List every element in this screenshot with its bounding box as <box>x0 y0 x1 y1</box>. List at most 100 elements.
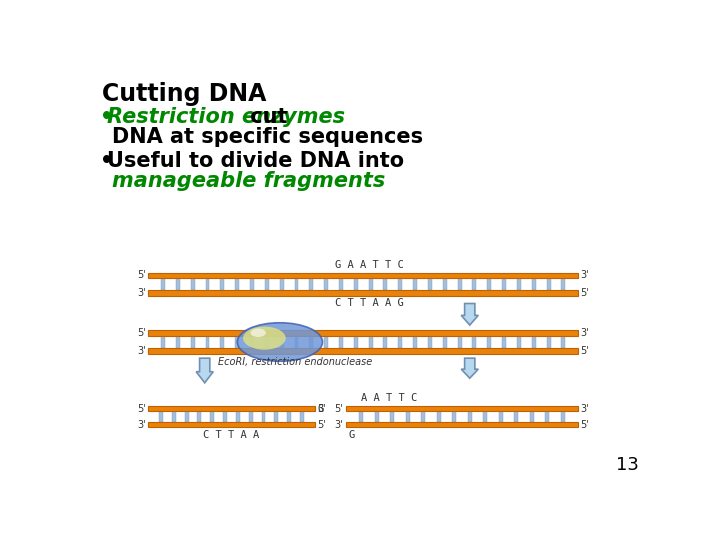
Bar <box>148 348 578 354</box>
Bar <box>148 422 315 428</box>
Polygon shape <box>462 303 478 325</box>
Bar <box>546 278 551 291</box>
Bar <box>346 406 578 411</box>
Bar <box>472 336 477 348</box>
Bar <box>220 336 224 348</box>
Bar <box>499 411 503 422</box>
Bar <box>359 411 363 422</box>
Text: 13: 13 <box>616 456 639 475</box>
Bar <box>294 278 298 291</box>
Bar <box>452 411 456 422</box>
Text: A A T T C: A A T T C <box>361 393 418 403</box>
Text: 5': 5' <box>137 271 145 280</box>
Bar <box>339 336 343 348</box>
Bar <box>236 411 240 422</box>
Bar <box>428 336 432 348</box>
Bar <box>562 278 565 291</box>
Text: 3': 3' <box>335 420 343 430</box>
Bar <box>148 291 578 296</box>
Bar <box>428 278 432 291</box>
Bar <box>369 278 372 291</box>
Bar <box>443 278 446 291</box>
Bar <box>421 411 426 422</box>
Bar <box>148 406 315 411</box>
Bar <box>369 336 372 348</box>
Text: 3': 3' <box>580 403 589 414</box>
Bar <box>546 336 551 348</box>
Bar <box>437 411 441 422</box>
Bar <box>172 411 176 422</box>
Bar <box>487 278 491 291</box>
Bar <box>210 411 214 422</box>
Text: •: • <box>100 107 114 127</box>
Bar <box>161 278 165 291</box>
Bar <box>517 278 521 291</box>
Bar <box>176 336 180 348</box>
Ellipse shape <box>238 323 323 361</box>
Bar <box>384 278 387 291</box>
Bar <box>248 411 253 422</box>
Bar <box>191 278 194 291</box>
Bar <box>220 278 224 291</box>
Text: Cutting DNA: Cutting DNA <box>102 82 266 106</box>
Polygon shape <box>196 358 213 383</box>
Text: 5': 5' <box>137 328 145 338</box>
Bar <box>148 330 578 336</box>
Bar <box>354 278 358 291</box>
Text: DNA at specific sequences: DNA at specific sequences <box>112 127 423 147</box>
Text: cut: cut <box>243 107 288 127</box>
Bar <box>184 411 189 422</box>
Bar <box>176 278 180 291</box>
Bar <box>161 336 165 348</box>
Bar <box>532 336 536 348</box>
Text: 5': 5' <box>580 288 590 298</box>
Bar <box>413 278 417 291</box>
Bar <box>398 278 402 291</box>
Bar <box>148 273 578 278</box>
Text: G: G <box>349 430 355 440</box>
Text: Restriction enzymes: Restriction enzymes <box>107 107 345 127</box>
Bar <box>205 278 210 291</box>
Text: 3': 3' <box>317 403 325 414</box>
Bar <box>279 336 284 348</box>
Text: Useful to divide DNA into: Useful to divide DNA into <box>107 151 404 171</box>
Bar <box>483 411 487 422</box>
Bar <box>261 411 266 422</box>
Text: manageable fragments: manageable fragments <box>112 171 385 191</box>
Text: 3': 3' <box>138 288 145 298</box>
Bar <box>287 411 291 422</box>
Bar <box>443 336 446 348</box>
Bar <box>502 336 506 348</box>
Bar <box>514 411 518 422</box>
Text: G A A T T C: G A A T T C <box>335 260 403 269</box>
Bar <box>339 278 343 291</box>
Text: 3': 3' <box>580 328 589 338</box>
Text: C T T A A G: C T T A A G <box>335 298 403 308</box>
Bar <box>530 411 534 422</box>
Ellipse shape <box>243 327 286 350</box>
Text: 5': 5' <box>335 403 343 414</box>
Bar <box>300 411 304 422</box>
Polygon shape <box>462 358 478 378</box>
Bar <box>487 336 491 348</box>
Text: 5': 5' <box>317 420 326 430</box>
Bar <box>324 278 328 291</box>
Bar <box>294 336 298 348</box>
Bar <box>413 336 417 348</box>
Bar <box>159 411 163 422</box>
Bar <box>250 336 254 348</box>
Bar <box>384 336 387 348</box>
Bar <box>274 411 278 422</box>
Bar <box>223 411 227 422</box>
Bar <box>205 336 210 348</box>
Bar <box>265 336 269 348</box>
Bar <box>562 336 565 348</box>
Bar <box>235 336 239 348</box>
Bar <box>406 411 410 422</box>
Text: 5': 5' <box>137 403 145 414</box>
Bar <box>265 278 269 291</box>
Ellipse shape <box>251 328 266 337</box>
Bar <box>250 278 254 291</box>
Bar <box>310 336 313 348</box>
Text: G: G <box>318 403 324 414</box>
